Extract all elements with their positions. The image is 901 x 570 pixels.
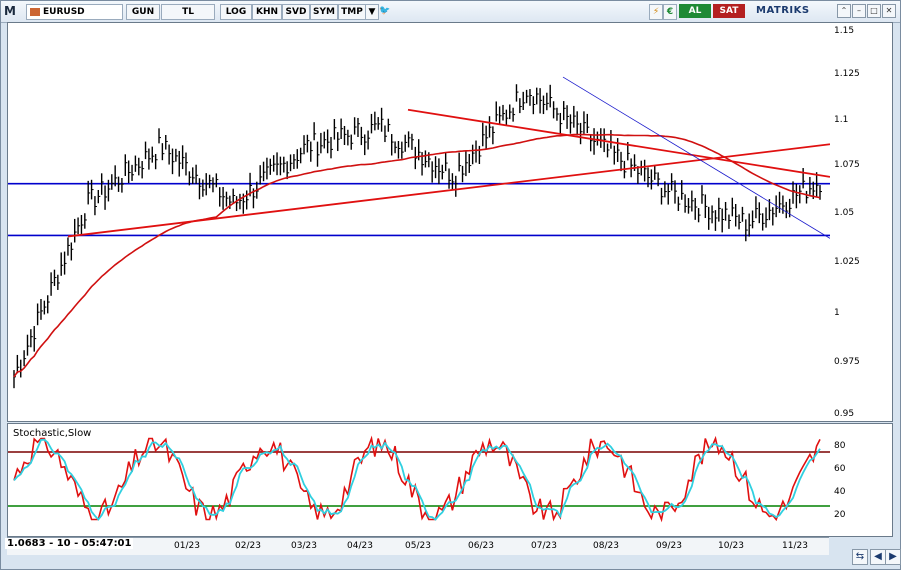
scroll-right-icon[interactable]: ▶ [885, 549, 901, 565]
stochastic-axis: 80 60 40 20 [830, 423, 893, 537]
log-button[interactable]: LOG [220, 4, 252, 20]
symbol-label: EURUSD [43, 7, 85, 17]
time-tick: 01/23 [174, 541, 200, 551]
stoch-tick: 20 [834, 510, 846, 520]
lightning-icon[interactable]: ⚡ [649, 4, 663, 20]
symbol-field[interactable]: EURUSD [26, 4, 123, 20]
svd-button[interactable]: SVD [282, 4, 310, 20]
price-chart [8, 76, 830, 389]
brand-logo: MATRIKS [756, 5, 810, 16]
time-tick: 10/23 [718, 541, 744, 551]
price-tick: 1.025 [834, 257, 860, 267]
price-tick: 1 [834, 308, 840, 318]
currency-icon[interactable]: € [663, 4, 677, 20]
price-tick: 1.125 [834, 69, 860, 79]
price-axis: 1.15 1.125 1.1 1.075 1.05 1.025 1 0.975 … [830, 22, 893, 422]
price-panel[interactable] [7, 22, 831, 422]
time-axis: 01/23 02/23 03/23 04/23 05/23 06/23 07/2… [7, 537, 829, 555]
time-tick: 08/23 [593, 541, 619, 551]
time-tick: 03/23 [291, 541, 317, 551]
price-tick: 1.1 [834, 115, 849, 125]
buy-button[interactable]: AL [679, 4, 711, 18]
time-tick: 09/23 [656, 541, 682, 551]
period-button[interactable]: GUN [126, 4, 160, 20]
stoch-tick: 80 [834, 441, 846, 451]
time-tick: 05/23 [405, 541, 431, 551]
stochastic-d-line [13, 438, 821, 521]
price-tick: 1.15 [834, 26, 855, 36]
rising-trendline [67, 143, 830, 238]
toolbar: M EURUSD GUN TL LOG KHN SVD SYM TMP ▼ 🐦 … [1, 1, 900, 23]
price-bars [13, 84, 822, 389]
stoch-tick: 40 [834, 487, 846, 497]
caret-icon[interactable]: ⌃ [837, 4, 851, 18]
time-tick: 04/23 [347, 541, 373, 551]
time-tick: 11/23 [782, 541, 808, 551]
currency-button[interactable]: TL [161, 4, 215, 20]
flag-icon [30, 8, 40, 16]
stochastic-panel[interactable] [7, 423, 831, 537]
time-tick: 07/23 [531, 541, 557, 551]
crosshair-readout: 1.0683 - 10 - 05:47:01 [5, 538, 134, 549]
price-tick: 1.05 [834, 208, 855, 218]
price-tick: 0.95 [834, 409, 855, 419]
price-tick: 1.075 [834, 160, 860, 170]
sym-button[interactable]: SYM [310, 4, 338, 20]
minimize-icon[interactable]: – [852, 4, 866, 18]
sell-button[interactable]: SAT [713, 4, 745, 18]
dropdown-arrow-icon[interactable]: ▼ [365, 4, 379, 20]
app-logo: M [4, 4, 16, 18]
khn-button[interactable]: KHN [252, 4, 282, 20]
maximize-icon[interactable]: □ [867, 4, 881, 18]
moving-average-line [13, 133, 821, 378]
stochastic-k-line [13, 435, 821, 523]
stochastic-chart [8, 435, 830, 523]
price-tick: 0.975 [834, 357, 860, 367]
falling-trendline [407, 108, 830, 178]
channel-line [562, 76, 830, 239]
twitter-icon[interactable]: 🐦 [379, 6, 391, 16]
refresh-icon[interactable]: ⇆ [852, 549, 868, 565]
close-icon[interactable]: ✕ [882, 4, 896, 18]
stoch-tick: 60 [834, 464, 846, 474]
time-tick: 06/23 [468, 541, 494, 551]
time-tick: 02/23 [235, 541, 261, 551]
scroll-left-icon[interactable]: ◀ [870, 549, 886, 565]
stochastic-title: Stochastic,Slow [13, 428, 92, 439]
tmp-button[interactable]: TMP [338, 4, 366, 20]
